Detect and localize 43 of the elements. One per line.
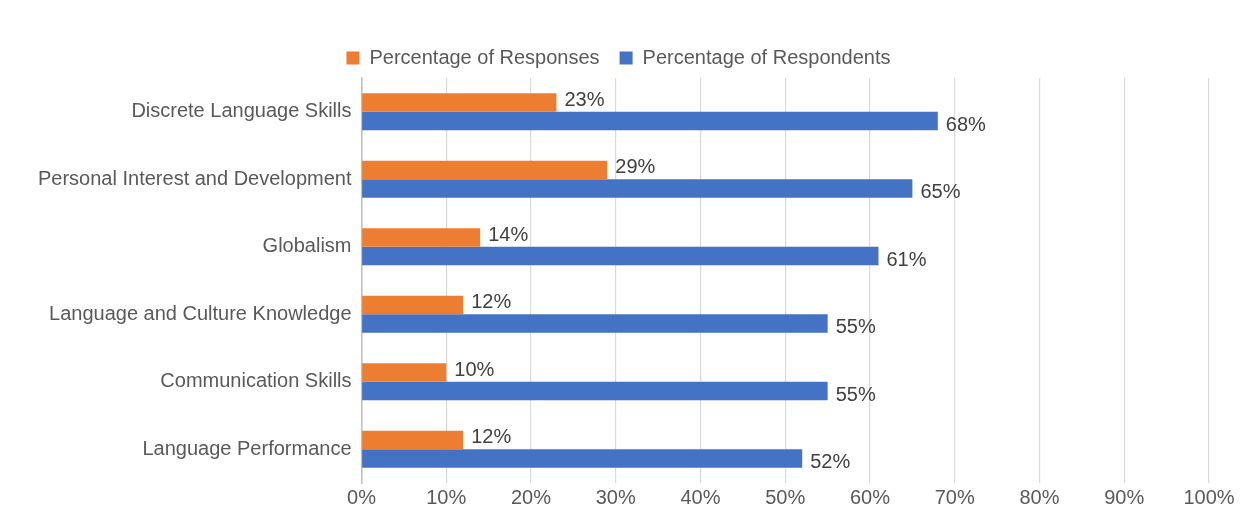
x-tick-label: 100% [1183, 485, 1235, 508]
data-label: 14% [488, 222, 529, 245]
data-label: 55% [835, 315, 876, 338]
x-tick-label: 40% [680, 485, 721, 508]
bar [362, 246, 879, 266]
data-label: 68% [945, 112, 987, 135]
bar [362, 295, 464, 315]
x-tick-label: 60% [849, 485, 891, 508]
y-tick-label: Language Performance [142, 436, 352, 459]
bar [362, 314, 828, 333]
data-label: 65% [920, 180, 961, 203]
y-tick-label: Language and Culture Knowledge [49, 301, 352, 324]
x-tick-label: 90% [1104, 485, 1145, 508]
y-tick-label: Communication Skills [160, 369, 352, 392]
data-label: 23% [564, 87, 605, 110]
data-label: 12% [471, 425, 512, 448]
data-label: 29% [615, 155, 656, 178]
bar [362, 430, 464, 450]
data-label: 12% [471, 290, 512, 313]
bar [362, 228, 481, 247]
bar [362, 111, 938, 131]
legend-label: Percentage of Responses [369, 45, 600, 68]
x-tick-label: 50% [765, 485, 806, 508]
x-tick-label: 20% [511, 485, 552, 508]
data-label: 55% [835, 382, 876, 405]
data-label: 10% [454, 357, 495, 380]
bar [362, 93, 557, 112]
x-tick-label: 70% [934, 485, 975, 508]
x-tick-label: 10% [426, 485, 467, 508]
data-label: 52% [810, 450, 851, 473]
y-tick-label: Discrete Language Skills [131, 99, 352, 122]
y-tick-label: Personal Interest and Development [38, 166, 352, 189]
data-label: 61% [886, 247, 927, 270]
x-tick-label: 30% [595, 485, 636, 508]
bar [362, 179, 913, 198]
x-tick-label: 80% [1019, 485, 1060, 508]
y-tick-label: Globalism [262, 234, 352, 257]
bar [362, 381, 828, 401]
legend-label: Percentage of Respondents [642, 45, 891, 68]
bar [362, 449, 803, 468]
bar [362, 160, 608, 180]
bar [362, 363, 447, 382]
x-tick-label: 0% [347, 485, 377, 508]
